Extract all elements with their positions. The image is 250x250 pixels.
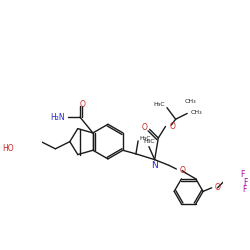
Text: O: O <box>142 123 148 132</box>
Text: O: O <box>214 183 220 192</box>
Text: H₃C: H₃C <box>140 136 151 141</box>
Text: H₃C: H₃C <box>153 102 165 106</box>
Text: HO: HO <box>3 144 14 153</box>
Text: O: O <box>80 100 86 108</box>
Text: O: O <box>169 122 175 131</box>
Text: CH₃: CH₃ <box>191 110 202 114</box>
Text: F: F <box>240 170 245 179</box>
Text: H₃C: H₃C <box>143 139 155 144</box>
Text: F: F <box>242 185 246 194</box>
Text: CH₃: CH₃ <box>184 99 196 104</box>
Text: F: F <box>244 178 248 186</box>
Text: H₂N: H₂N <box>50 112 65 122</box>
Text: N: N <box>151 161 158 170</box>
Text: O: O <box>179 166 185 175</box>
